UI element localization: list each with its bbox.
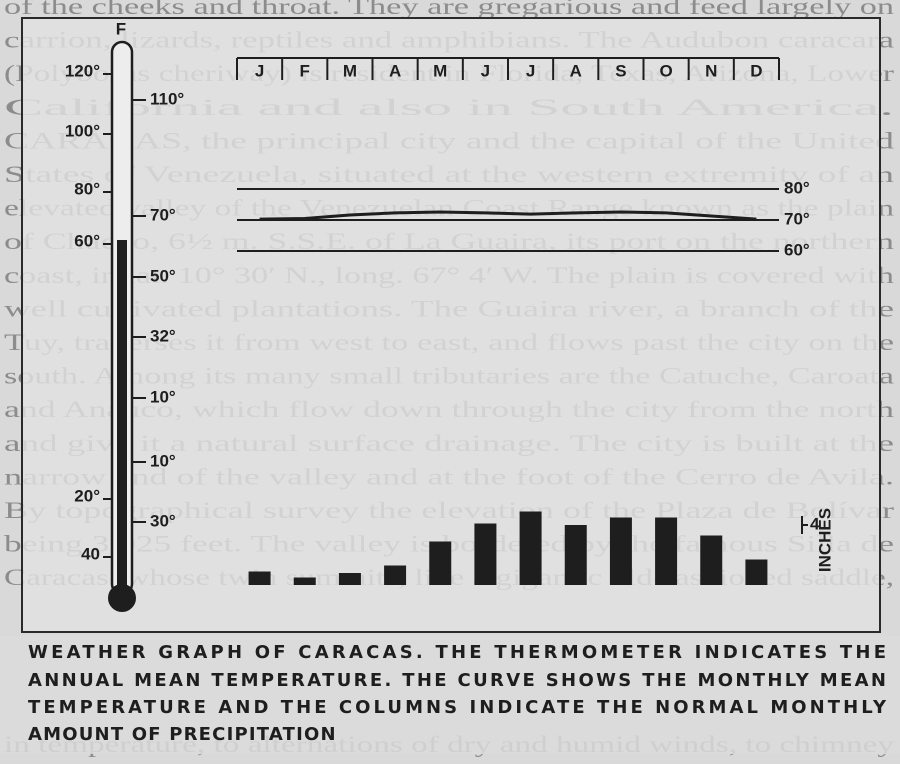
bar: [384, 565, 407, 585]
caption-line: ANNUAL MEAN TEMPERATURE. THE CURVE SHOWS…: [28, 670, 886, 691]
y-axis-label: INCHES: [815, 508, 834, 572]
caption-line: AMOUNT OF PRECIPITATION: [28, 724, 337, 745]
thermometer: F 120° 100° 80° 60° 20° 40 110° 70° 50° 32° 10° 10°…: [65, 19, 184, 612]
thermometer-left-label: 100°: [65, 121, 100, 140]
thermometer-right-label: 30°: [150, 511, 176, 530]
x-tick-label: N: [705, 61, 717, 80]
x-tick-label: J: [255, 61, 264, 80]
thermometer-left-label: 20°: [74, 486, 100, 505]
x-tick-label: D: [750, 61, 762, 80]
bar: [519, 511, 542, 585]
bar: [293, 577, 316, 585]
mercury: [117, 240, 127, 598]
bar: [338, 573, 361, 585]
y2-tick-label: 60°: [784, 240, 810, 259]
thermometer-bulb: [108, 584, 136, 612]
x-tick-label: J: [526, 61, 535, 80]
x-tick-label: F: [300, 61, 310, 80]
caption-panel: [0, 636, 900, 754]
thermometer-right-label: 10°: [150, 451, 176, 470]
thermometer-left-label: 60°: [74, 231, 100, 250]
x-tick-label: S: [615, 61, 626, 80]
thermometer-left-label: 80°: [74, 179, 100, 198]
thermometer-left-label: 120°: [65, 61, 100, 80]
x-tick-label: O: [659, 61, 672, 80]
bar: [700, 535, 723, 585]
figure-panel: [21, 17, 881, 633]
thermometer-right-label: 110°: [150, 89, 184, 108]
body-text-line: of the cheeks and throat. They are grega…: [4, 0, 895, 19]
thermometer-right-label: 10°: [150, 387, 176, 406]
x-tick-label: M: [343, 61, 357, 80]
temperature-line: [259, 210, 757, 221]
bar: [609, 517, 632, 585]
x-tick-label: J: [481, 61, 490, 80]
bar: [564, 525, 587, 585]
x-tick-label: M: [433, 61, 447, 80]
y2-tick-label: 80°: [784, 178, 810, 197]
bar: [655, 517, 678, 585]
bar: [745, 559, 768, 585]
thermometer-right-label: 50°: [150, 266, 176, 285]
x-tick-label: A: [570, 61, 582, 80]
y2-tick-label: 70°: [784, 209, 810, 228]
thermometer-left-label: 40: [81, 544, 100, 563]
thermometer-unit: F: [116, 19, 126, 38]
y-tick-label: 4: [810, 514, 820, 533]
thermometer-right-label: 32°: [150, 326, 176, 345]
bar: [474, 523, 497, 585]
x-tick-label: A: [389, 61, 401, 80]
bar: [248, 571, 271, 585]
thermometer-right-label: 70°: [150, 205, 176, 224]
bar: [429, 541, 452, 585]
